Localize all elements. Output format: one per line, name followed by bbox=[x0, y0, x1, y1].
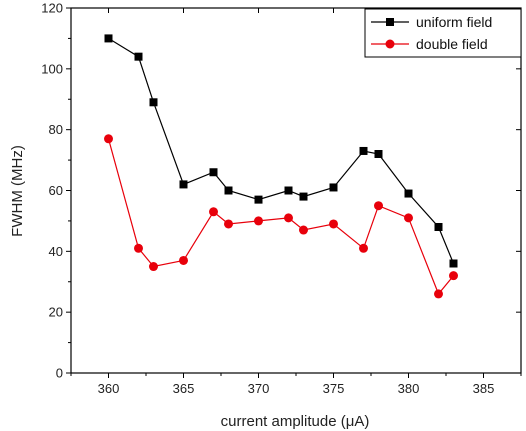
data-point bbox=[329, 183, 338, 192]
data-point bbox=[209, 207, 218, 217]
y-axis-ticks: 0 20 40 60 80 100 120 bbox=[41, 1, 521, 381]
plot-area bbox=[70, 7, 522, 374]
data-point bbox=[134, 52, 143, 61]
data-point bbox=[299, 225, 308, 235]
legend-marker-uniform bbox=[386, 18, 394, 26]
legend-label-uniform: uniform field bbox=[416, 14, 492, 30]
x-tick-label: 360 bbox=[98, 381, 120, 396]
data-point bbox=[329, 219, 338, 229]
series-double-field bbox=[104, 134, 458, 299]
legend-label-double: double field bbox=[416, 36, 488, 52]
y-tick-label: 80 bbox=[49, 122, 63, 137]
y-tick-label: 20 bbox=[49, 305, 63, 320]
data-point bbox=[149, 98, 158, 107]
data-point bbox=[359, 243, 368, 253]
data-point bbox=[284, 186, 293, 195]
plot-frame bbox=[70, 7, 522, 374]
x-tick-label: 385 bbox=[473, 381, 495, 396]
data-point bbox=[104, 134, 113, 144]
y-tick-label: 100 bbox=[41, 61, 63, 76]
data-point bbox=[374, 201, 383, 211]
data-point bbox=[179, 180, 188, 189]
data-point bbox=[254, 195, 263, 204]
x-tick-label: 380 bbox=[398, 381, 420, 396]
data-point bbox=[134, 243, 143, 253]
data-point bbox=[104, 34, 113, 43]
data-point bbox=[284, 213, 293, 223]
y-tick-label: 120 bbox=[41, 1, 63, 16]
series-uniform-field bbox=[104, 34, 458, 268]
legend-marker-double bbox=[385, 39, 395, 49]
legend-box bbox=[364, 8, 522, 58]
data-point bbox=[434, 223, 443, 231]
data-point bbox=[149, 262, 158, 272]
data-point bbox=[179, 255, 188, 265]
data-point bbox=[404, 213, 413, 223]
x-tick-label: 375 bbox=[323, 381, 345, 396]
y-tick-label: 40 bbox=[49, 244, 63, 259]
x-tick-label: 370 bbox=[248, 381, 270, 396]
data-point bbox=[299, 192, 308, 201]
data-point bbox=[434, 289, 443, 299]
data-point bbox=[209, 168, 218, 177]
data-point bbox=[374, 150, 383, 158]
series-layer bbox=[104, 34, 458, 299]
y-tick-label: 0 bbox=[56, 366, 63, 381]
series-line bbox=[107, 138, 454, 296]
data-point bbox=[359, 146, 368, 155]
data-point bbox=[254, 216, 263, 226]
data-point bbox=[224, 219, 233, 229]
series-line bbox=[108, 37, 455, 264]
data-point bbox=[404, 189, 413, 198]
data-point bbox=[224, 186, 233, 195]
x-tick-label: 365 bbox=[173, 381, 195, 396]
data-point bbox=[449, 271, 458, 281]
x-axis-title: current amplitude (μA) bbox=[221, 413, 370, 430]
y-tick-label: 60 bbox=[49, 183, 63, 198]
x-axis-ticks: 360 365 370 375 380 385 bbox=[70, 8, 522, 396]
y-axis-title: FWHM (MHz) bbox=[9, 145, 26, 237]
data-point bbox=[449, 259, 458, 268]
legend: uniform field double field bbox=[364, 8, 522, 58]
